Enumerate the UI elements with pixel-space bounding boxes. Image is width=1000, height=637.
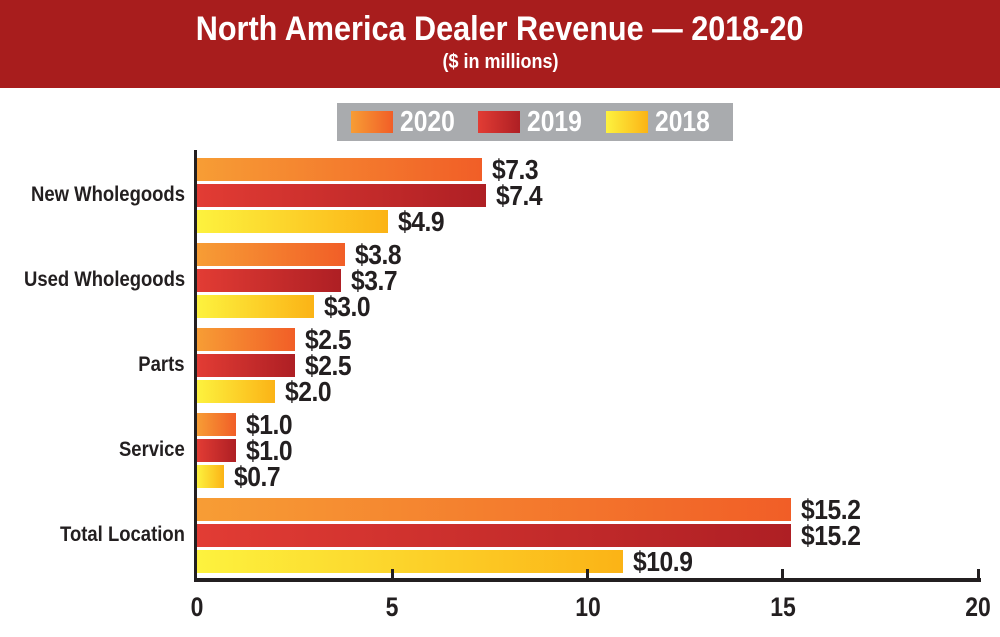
x-tick-label-5: 5: [386, 592, 407, 623]
chart-title-text: North America Dealer Revenue — 2018-20: [196, 10, 804, 48]
bar-row-2019-parts: $2.5: [197, 350, 978, 381]
legend-item-2019: 2019: [478, 105, 592, 138]
bar-row-2020-parts: $2.5: [197, 324, 978, 355]
x-tick-mark-5: [390, 569, 394, 578]
bar-row-2019-service: $1.0: [197, 435, 978, 466]
plot-area: $7.3 $7.4 $4.9 $3.8 $3.7 $3.0 $2.5 $2.5 $2.0 $1.0…: [191, 150, 991, 622]
category-label-text: Total Location: [60, 523, 185, 546]
bar-row-2020-used-wholegoods: $3.8: [197, 239, 978, 270]
bar-row-2020-service: $1.0: [197, 409, 978, 440]
category-label-used-wholegoods: Used Wholegoods: [0, 267, 185, 293]
legend-label-2020: 2020: [399, 105, 455, 138]
bar-row-2018-service: $0.7: [197, 461, 978, 492]
value-label-2020-service: $1.0: [246, 408, 293, 440]
bar-row-2018-used-wholegoods: $3.0: [197, 291, 978, 322]
bar-2020-used-wholegoods: [197, 243, 346, 266]
bar-2018-service: [197, 465, 225, 488]
bar-2018-new-wholegoods: [197, 210, 389, 233]
bar-row-2019-total-location: $15.2: [197, 520, 978, 551]
value-label-2018-new-wholegoods: $4.9: [398, 205, 445, 237]
value-label-2020-total-location: $15.2: [800, 493, 861, 525]
value-label-2019-new-wholegoods: $7.4: [495, 179, 543, 211]
value-label-2018-service: $0.7: [234, 460, 281, 492]
value-label-2019-parts: $2.5: [304, 349, 352, 381]
bar-2019-service: [197, 439, 237, 462]
value-label-2020-new-wholegoods: $7.3: [492, 153, 539, 185]
title-banner: North America Dealer Revenue — 2018-20 (…: [0, 0, 1000, 88]
x-axis-line: [194, 578, 981, 582]
x-tick-label-text: 10: [574, 592, 601, 622]
bar-row-2018-parts: $2.0: [197, 376, 978, 407]
x-tick-label-0: 0: [191, 592, 212, 623]
x-tick-label-20: 20: [965, 592, 1000, 623]
category-label-service: Service: [0, 437, 185, 463]
bar-2019-total-location: [197, 524, 791, 547]
legend-swatch-2018: [605, 111, 648, 133]
value-label-2019-used-wholegoods: $3.7: [351, 264, 398, 296]
value-label-2020-parts: $2.5: [304, 323, 352, 355]
category-label-total-location: Total Location: [0, 522, 185, 548]
value-label-2019-service: $1.0: [246, 434, 293, 466]
x-tick-label-10: 10: [575, 592, 618, 623]
category-label-new-wholegoods: New Wholegoods: [0, 182, 185, 208]
bar-2020-parts: [197, 328, 295, 351]
bar-2019-used-wholegoods: [197, 269, 342, 292]
x-tick-mark-20: [976, 569, 980, 578]
legend: 2020 2019 2018: [337, 103, 733, 141]
category-labels: New Wholegoods Used Wholegoods Parts Servic…: [0, 150, 185, 580]
legend-item-2018: 2018: [605, 105, 720, 138]
bar-row-2019-used-wholegoods: $3.7: [197, 265, 978, 296]
bar-2019-new-wholegoods: [197, 184, 486, 207]
value-label-2018-total-location: $10.9: [632, 545, 693, 577]
bar-2018-total-location: [197, 550, 623, 573]
x-tick-label-text: 15: [769, 592, 796, 622]
legend-item-2020: 2020: [350, 105, 465, 138]
bar-2019-parts: [197, 354, 295, 377]
category-label-text: New Wholegoods: [31, 183, 185, 206]
category-label-text: Service: [119, 438, 185, 461]
category-label-text: Used Wholegoods: [23, 268, 185, 291]
category-label-parts: Parts: [0, 352, 185, 378]
bar-row-2019-new-wholegoods: $7.4: [197, 180, 978, 211]
legend-label-2018: 2018: [654, 105, 710, 138]
y-axis-line: [194, 150, 197, 582]
legend-swatch-2019: [478, 111, 521, 133]
bar-row-2018-new-wholegoods: $4.9: [197, 206, 978, 237]
value-label-2018-used-wholegoods: $3.0: [324, 290, 371, 322]
bar-2020-service: [197, 413, 237, 436]
x-tick-label-text: 5: [385, 592, 399, 622]
bar-row-2020-new-wholegoods: $7.3: [197, 154, 978, 185]
bar-row-2020-total-location: $15.2: [197, 494, 978, 525]
chart-subtitle-text: ($ in millions): [441, 51, 559, 74]
x-tick-label-15: 15: [770, 592, 813, 623]
value-label-2019-total-location: $15.2: [800, 519, 861, 551]
category-label-text: Parts: [138, 353, 185, 376]
x-tick-mark-15: [781, 569, 785, 578]
chart-subtitle: ($ in millions): [0, 51, 1000, 74]
value-label-2020-used-wholegoods: $3.8: [355, 238, 402, 270]
bar-2018-parts: [197, 380, 276, 403]
bar-row-2018-total-location: $10.9: [197, 546, 978, 577]
bar-2020-total-location: [197, 498, 791, 521]
x-tick-mark-10: [586, 569, 589, 578]
legend-swatch-2020: [350, 111, 393, 133]
bar-2020-new-wholegoods: [197, 158, 483, 181]
x-tick-label-text: 20: [965, 592, 991, 622]
value-label-2018-parts: $2.0: [285, 375, 332, 407]
legend-label-2019: 2019: [527, 105, 583, 138]
bar-2018-used-wholegoods: [197, 295, 315, 318]
chart-title: North America Dealer Revenue — 2018-20: [0, 0, 1000, 48]
x-tick-label-text: 0: [190, 592, 204, 622]
